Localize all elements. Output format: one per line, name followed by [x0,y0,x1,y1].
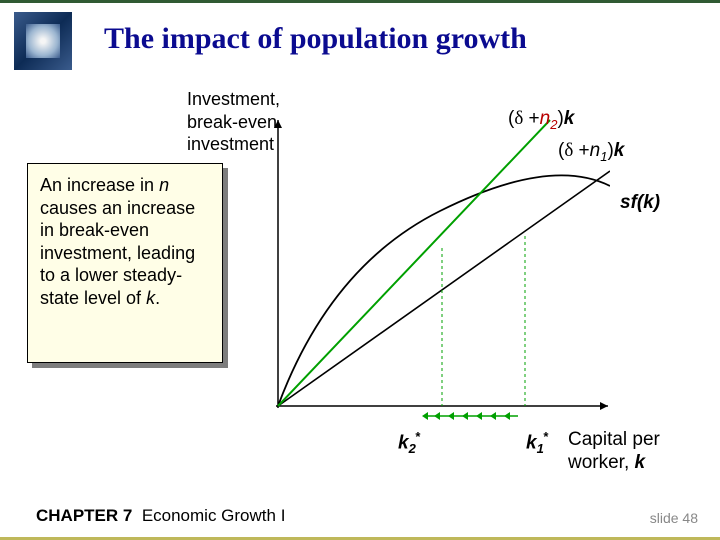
callout-var-k: k [146,288,155,308]
slide-logo [14,12,72,70]
footer-chapter: CHAPTER 7 Economic Growth I [36,506,285,526]
x-intercept-k2: k2* [398,429,420,456]
slide-title: The impact of population growth [104,22,527,56]
x-intercept-k1: k1* [526,429,548,456]
top-border-bar [0,0,720,3]
slide-logo-inner [26,24,60,58]
footer-slide-number: slide 48 [650,510,698,526]
curve-label-n2: (δ +n2)k [508,108,574,132]
explanation-callout: An increase in n causes an increase in b… [27,163,223,363]
callout-text-1: An increase in [40,175,159,195]
callout-text-3: . [155,288,160,308]
callout-var-n: n [159,175,169,195]
curve-label-n1: (δ +n1)k [558,140,624,164]
curve-label-sfk: sf(k) [620,192,660,214]
x-axis-label: Capital per worker, k [568,429,720,475]
callout-text-2: causes an increase in break-even investm… [40,198,195,308]
